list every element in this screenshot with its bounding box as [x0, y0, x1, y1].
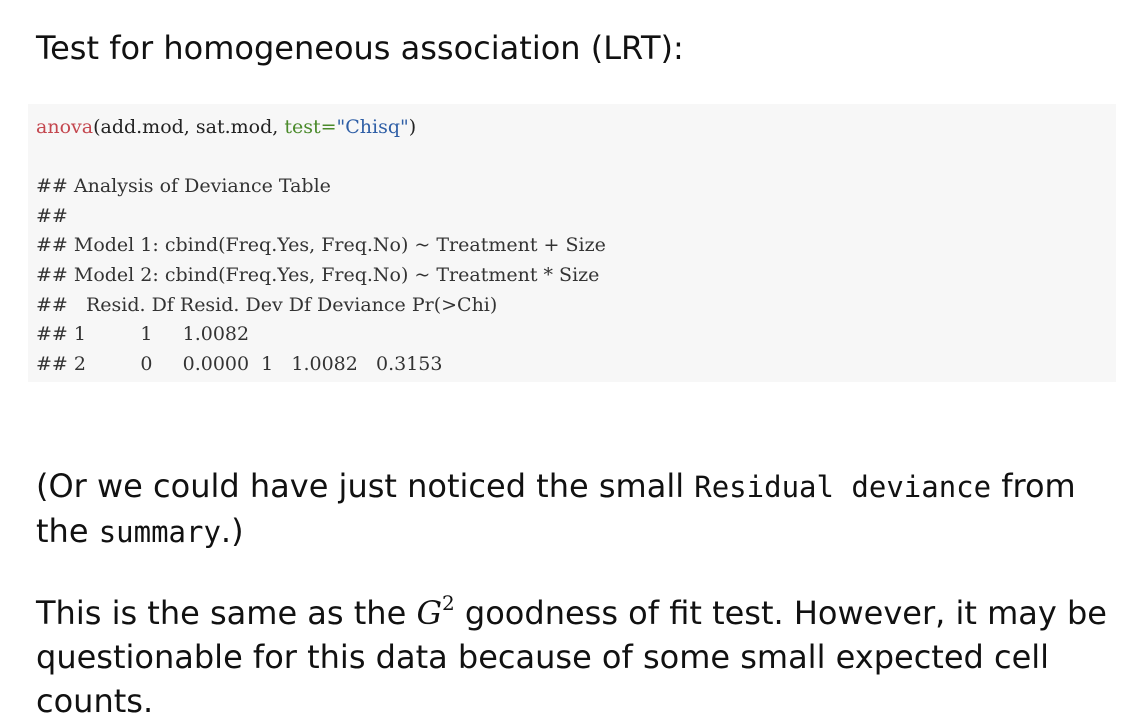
code-block: anova(add.mod, sat.mod, test="Chisq") ##…	[36, 113, 606, 379]
output-line: ## 1 1 1.0082	[36, 323, 250, 346]
code-function-name: anova	[36, 116, 94, 138]
output-line: ## Resid. Df Resid. Dev Df Deviance Pr(>…	[36, 293, 498, 316]
math-superscript: 2	[442, 591, 455, 615]
code-argument-name: test=	[284, 116, 337, 138]
explanation-text-after: goodness of fit test. However, it may be…	[36, 594, 1107, 720]
math-g-squared: G2	[416, 591, 455, 632]
inline-code-summary: summary	[98, 515, 221, 549]
output-line: ## 2 0 0.0000 1 1.0082 0.3153	[36, 352, 443, 375]
output-spacer	[36, 146, 42, 168]
code-arguments: (add.mod, sat.mod,	[93, 116, 285, 138]
explanation-paragraph: This is the same as the G2 goodness of f…	[36, 591, 1126, 723]
output-line: ##	[36, 204, 68, 227]
note-paragraph: (Or we could have just noticed the small…	[36, 464, 1126, 554]
inline-code-residual-deviance: Residual deviance	[694, 470, 992, 504]
note-text-after: .)	[220, 512, 244, 550]
output-line: ## Model 1: cbind(Freq.Yes, Freq.No) ~ T…	[36, 234, 606, 257]
section-heading: Test for homogeneous association (LRT):	[36, 29, 684, 67]
math-base: G	[416, 594, 442, 632]
output-line: ## Analysis of Deviance Table	[36, 175, 331, 198]
code-block-background	[28, 104, 1116, 382]
code-close-paren: )	[408, 116, 417, 138]
note-text-middle: from the	[36, 467, 1076, 550]
explanation-text-before: This is the same as the	[36, 594, 417, 632]
note-text-before: (Or we could have just noticed the small	[36, 467, 695, 505]
code-string-literal: "Chisq"	[336, 116, 409, 138]
output-line: ## Model 2: cbind(Freq.Yes, Freq.No) ~ T…	[36, 263, 600, 286]
